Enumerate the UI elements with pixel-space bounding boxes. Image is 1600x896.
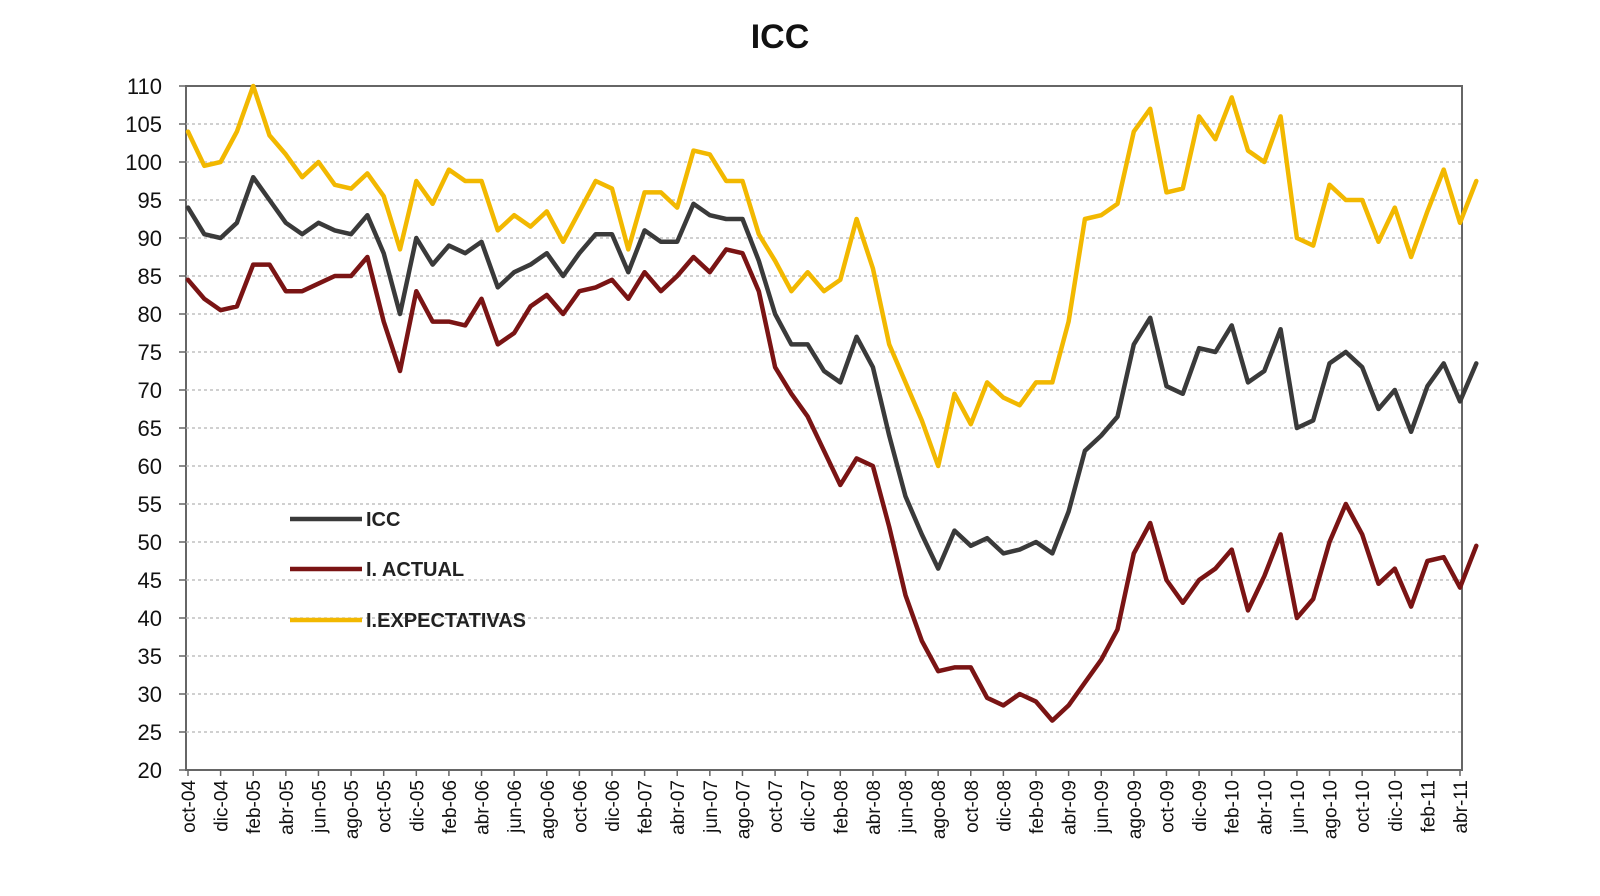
y-tick-label: 75 — [138, 340, 162, 365]
y-tick-label: 40 — [138, 606, 162, 631]
x-tick-label: jun-06 — [505, 780, 526, 834]
gridlines — [186, 123, 1462, 733]
series-line-icc — [185, 174, 1479, 571]
x-tick-label: dic-07 — [799, 780, 820, 832]
legend-label: I.EXPECTATIVAS — [366, 610, 526, 632]
y-tick-label: 80 — [138, 302, 162, 327]
y-tick-label: 100 — [125, 150, 162, 175]
x-tick-label: jun-09 — [1092, 780, 1113, 834]
x-tick-label: oct-06 — [570, 780, 591, 833]
x-tick-label: feb-11 — [1418, 780, 1439, 832]
y-tick-label: 95 — [138, 188, 162, 213]
y-tick-label: 45 — [138, 568, 162, 593]
x-tick-label: feb-10 — [1223, 780, 1244, 834]
x-tick-label: oct-07 — [766, 780, 787, 833]
x-tick-label: ago-07 — [733, 780, 754, 839]
x-tick-label: feb-08 — [831, 780, 852, 834]
x-tick-label: dic-04 — [212, 780, 233, 832]
x-tick-label: feb-05 — [244, 780, 265, 834]
chart-title: ICC — [750, 18, 810, 56]
y-tick-label: 35 — [138, 644, 162, 669]
y-tick-label: 105 — [125, 112, 162, 137]
x-tick-label: abr-06 — [473, 780, 494, 835]
x-tick-label: jun-10 — [1288, 780, 1309, 834]
legend: ICC I. ACTUAL I.EXPECTATIVAS — [290, 509, 526, 632]
x-tick-label: oct-09 — [1157, 780, 1178, 833]
y-tick-label: 50 — [138, 530, 162, 555]
x-tick-label: abr-07 — [668, 780, 689, 835]
x-tick-label: abr-05 — [277, 780, 298, 835]
x-tick-label: dic-05 — [407, 780, 428, 832]
y-tick-label: 25 — [138, 720, 162, 745]
y-tick-label: 65 — [138, 416, 162, 441]
x-tick-label: feb-06 — [440, 780, 461, 834]
x-tick-label: jun-05 — [309, 780, 330, 834]
x-tick-label: dic-06 — [603, 780, 624, 832]
series-lines — [185, 83, 1479, 723]
y-tick-label: 30 — [138, 682, 162, 707]
x-axis: oct-04 dic-04 feb-05 abr-05 jun-05 ago-05 oct-… — [179, 770, 1472, 839]
x-tick-label: ago-06 — [538, 780, 559, 839]
x-tick-label: oct-05 — [375, 780, 396, 833]
x-tick-label: abr-08 — [864, 780, 885, 835]
x-tick-label: oct-08 — [962, 780, 983, 833]
x-tick-label: dic-10 — [1386, 780, 1407, 832]
x-tick-label: ago-10 — [1321, 780, 1342, 839]
legend-label: I. ACTUAL — [366, 559, 464, 581]
x-tick-label: abr-11 — [1451, 780, 1472, 834]
x-tick-label: dic-08 — [994, 780, 1015, 832]
series-line-i-actual — [185, 247, 1479, 723]
y-axis: 20 25 30 35 40 45 50 55 60 65 70 75 80 85 90 95 100 105 11… — [125, 74, 186, 783]
x-tick-label: ago-09 — [1125, 780, 1146, 839]
y-tick-label: 110 — [127, 74, 162, 99]
x-tick-label: feb-07 — [636, 780, 657, 834]
y-tick-label: 90 — [138, 226, 162, 251]
x-tick-label: ago-05 — [342, 780, 363, 839]
x-tick-label: abr-10 — [1255, 780, 1276, 835]
x-tick-label: oct-04 — [179, 780, 200, 833]
x-tick-label: ago-08 — [929, 780, 950, 839]
x-tick-label: feb-09 — [1027, 780, 1048, 834]
y-tick-label: 20 — [138, 758, 162, 783]
x-tick-label: abr-09 — [1060, 780, 1081, 835]
series-line-i-expectativas — [185, 83, 1479, 469]
y-tick-label: 55 — [138, 492, 162, 517]
x-tick-label: dic-09 — [1190, 780, 1211, 832]
legend-label: ICC — [366, 509, 400, 531]
x-tick-label: oct-10 — [1353, 780, 1374, 833]
y-tick-label: 60 — [138, 454, 162, 479]
y-tick-label: 85 — [138, 264, 162, 289]
x-tick-label: jun-07 — [701, 780, 722, 834]
y-tick-label: 70 — [138, 378, 162, 403]
x-tick-label: jun-08 — [897, 780, 918, 834]
